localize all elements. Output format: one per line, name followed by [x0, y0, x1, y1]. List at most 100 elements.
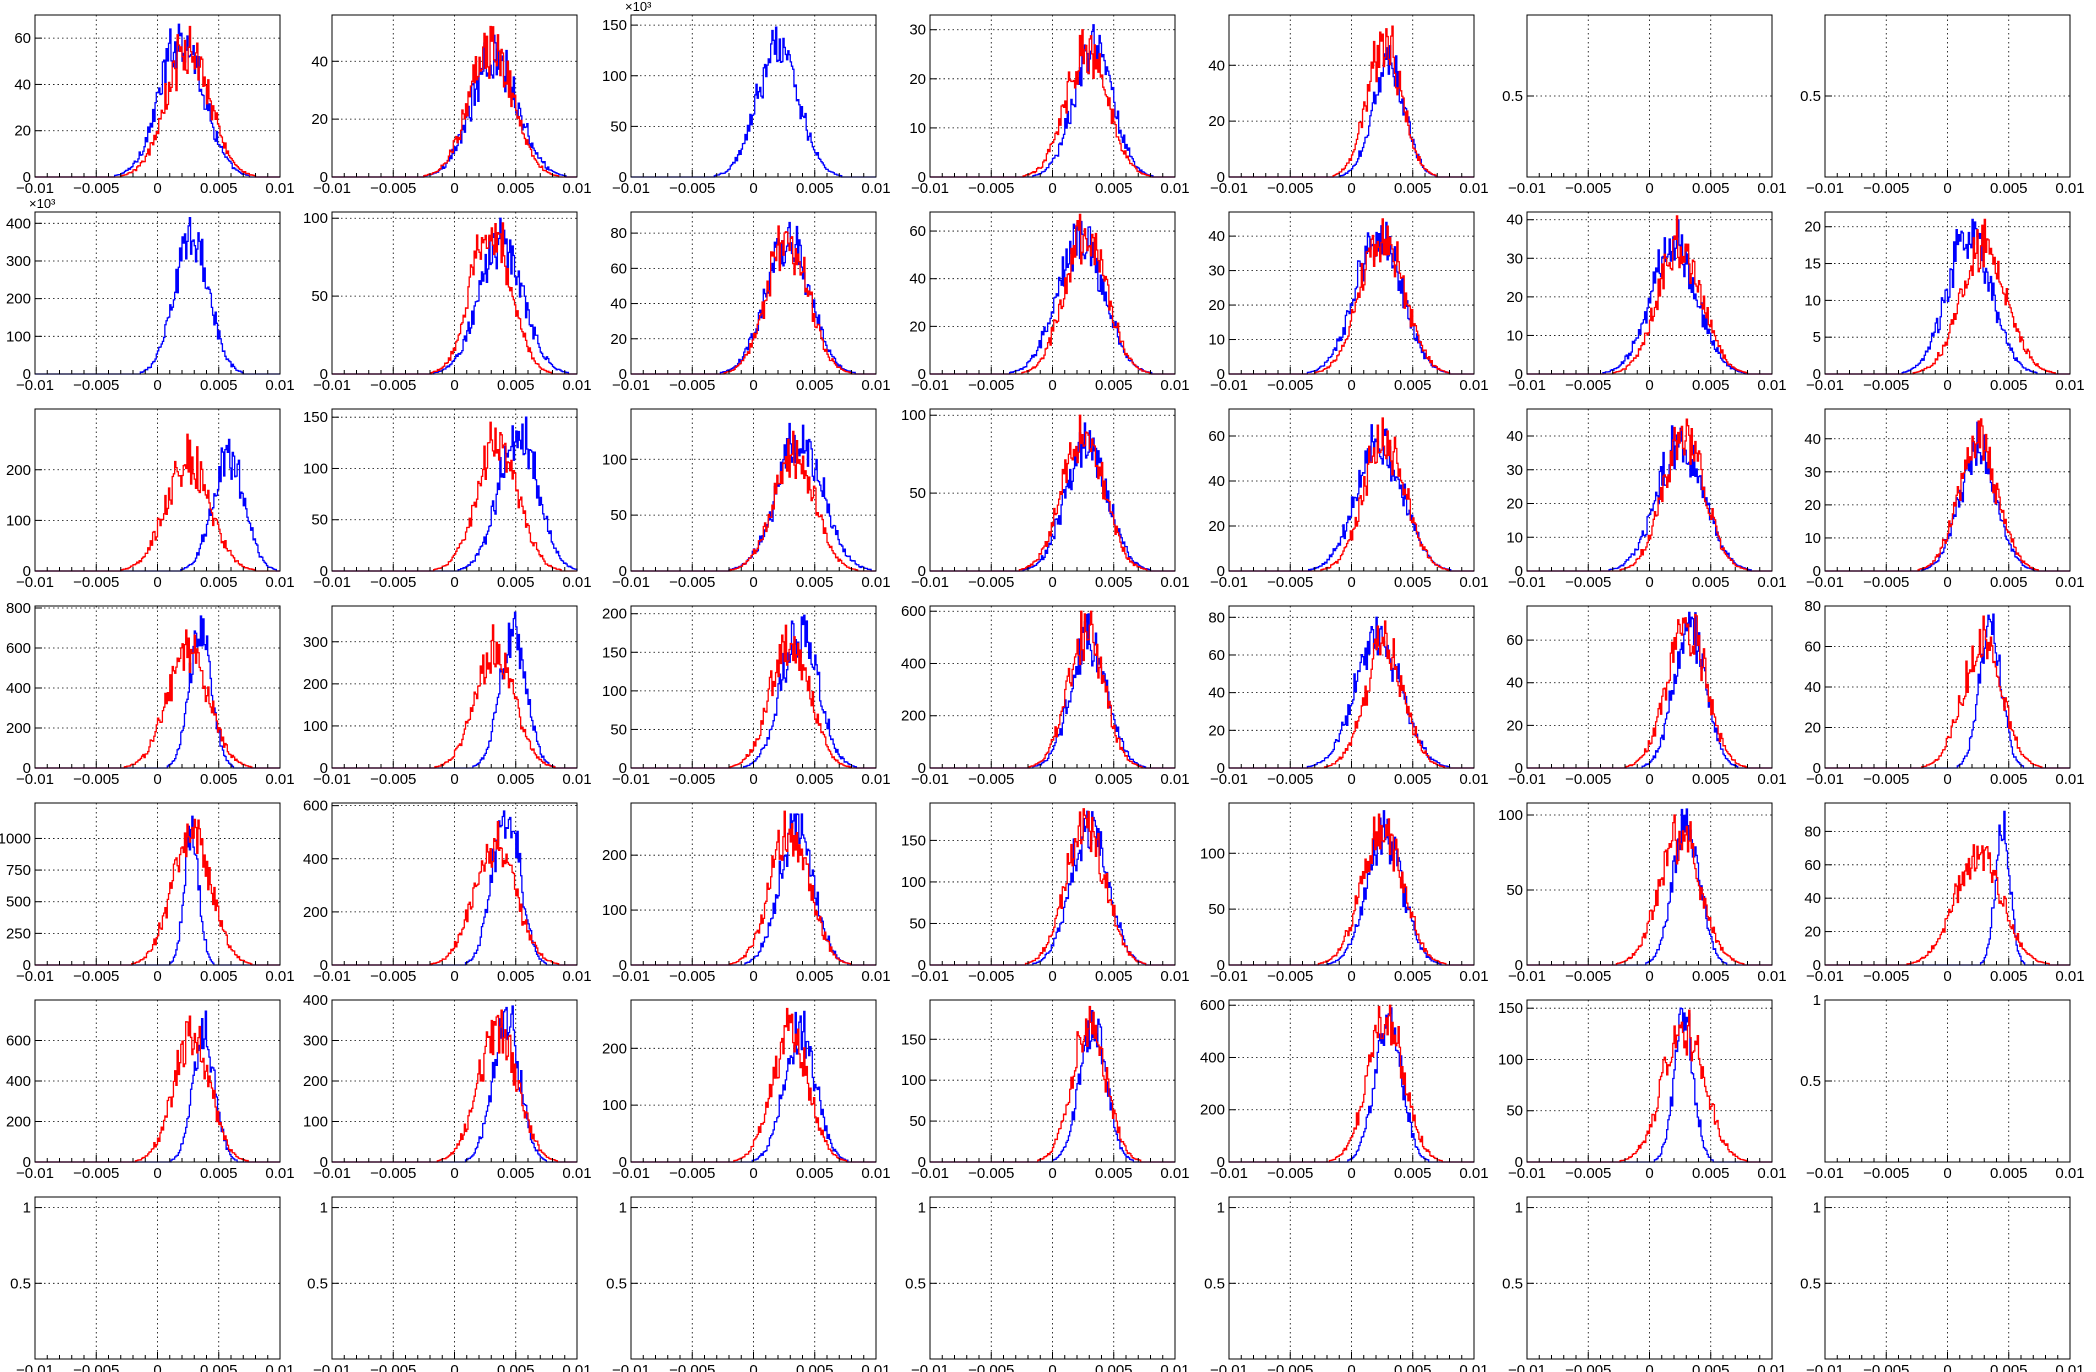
y-tick-label: 30: [1506, 250, 1523, 267]
x-tick-label: −0.005: [73, 180, 119, 197]
x-tick-label: 0.005: [1692, 377, 1730, 394]
x-tick-label: −0.01: [1210, 968, 1248, 985]
y-tick-label: 0.5: [606, 1275, 627, 1292]
panel-r4-c6: −0.01 −0.005 0 0.005 0.01 0 20 40 60 80: [1804, 802, 2085, 985]
y-tick-label: 600: [901, 603, 926, 620]
y-tick-label: 20: [610, 331, 627, 348]
y-tick-label: 50: [909, 1113, 926, 1130]
x-tick-label: −0.01: [1806, 377, 1844, 394]
x-tick-label: −0.005: [1267, 968, 1313, 985]
x-tick-label: 0: [450, 968, 458, 985]
x-tick-label: 0: [749, 1165, 757, 1182]
panel-r5-c5: −0.01 −0.005 0 0.005 0.01 0 50 100 150: [1498, 999, 1787, 1182]
panel-r0-c5: −0.01 −0.005 0 0.005 0.01 0.5: [1502, 14, 1787, 197]
x-tick-label: −0.01: [911, 377, 949, 394]
x-tick-label: 0.01: [861, 377, 890, 394]
y-tick-label: 50: [1208, 901, 1225, 918]
x-tick-label: 0.01: [265, 574, 294, 591]
y-tick-label: 40: [909, 271, 926, 288]
y-tick-label: 20: [14, 123, 31, 140]
panel-r4-c0: −0.01 −0.005 0 0.005 0.01 0 250 500 750 1000: [0, 802, 295, 985]
y-tick-label: 150: [303, 409, 328, 426]
x-tick-label: −0.01: [1508, 771, 1546, 788]
x-tick-label: 0.01: [861, 1165, 890, 1182]
panel-r2-c0: −0.01 −0.005 0 0.005 0.01 0 100 200: [6, 408, 295, 591]
x-tick-label: 0.01: [1757, 771, 1786, 788]
y-tick-label: 0.5: [1502, 1275, 1523, 1292]
y-tick-label: 40: [610, 296, 627, 313]
x-tick-label: −0.005: [669, 1165, 715, 1182]
x-tick-label: 0.005: [497, 771, 535, 788]
y-tick-label: 1000: [0, 830, 31, 847]
x-tick-label: −0.01: [1210, 771, 1248, 788]
x-tick-label: 0: [749, 968, 757, 985]
y-tick-label: 0: [619, 760, 627, 777]
x-tick-label: −0.005: [73, 771, 119, 788]
x-tick-label: −0.01: [911, 1362, 949, 1372]
panel-r4-c4: −0.01 −0.005 0 0.005 0.01 0 50 100: [1200, 802, 1489, 985]
y-tick-label: 0.5: [10, 1275, 31, 1292]
x-tick-label: 0: [153, 574, 161, 591]
panel-r5-c6: −0.01 −0.005 0 0.005 0.01 0.5 1: [1800, 992, 2084, 1182]
y-tick-label: 50: [1506, 1103, 1523, 1120]
y-tick-label: 0.5: [1204, 1275, 1225, 1292]
x-tick-label: −0.01: [1210, 574, 1248, 591]
y-tick-label: 600: [303, 798, 328, 815]
panel-r4-c3: −0.01 −0.005 0 0.005 0.01 0 50 100 150: [901, 802, 1190, 985]
y-tick-label: 600: [6, 640, 31, 657]
x-tick-label: 0.01: [1757, 180, 1786, 197]
x-tick-label: −0.01: [313, 377, 351, 394]
x-tick-label: 0.005: [1990, 771, 2028, 788]
y-tick-label: 0: [918, 169, 926, 186]
x-tick-label: 0: [450, 1165, 458, 1182]
x-tick-label: 0.005: [200, 1165, 238, 1182]
x-tick-label: −0.01: [1806, 574, 1844, 591]
x-tick-label: 0.01: [1757, 574, 1786, 591]
y-tick-label: 100: [6, 328, 31, 345]
y-tick-label: 20: [1804, 219, 1821, 236]
y-tick-label: 200: [602, 847, 627, 864]
x-tick-label: 0.005: [497, 1362, 535, 1372]
y-tick-label: 200: [6, 462, 31, 479]
panel-r1-c3: −0.01 −0.005 0 0.005 0.01 0 20 40 60: [909, 211, 1190, 394]
panel-r2-c6: −0.01 −0.005 0 0.005 0.01 0 10 20 30 40: [1804, 408, 2085, 591]
x-tick-label: −0.01: [1210, 377, 1248, 394]
x-tick-label: 0.005: [1692, 574, 1730, 591]
x-tick-label: 0: [749, 771, 757, 788]
x-tick-label: 0.005: [1692, 1362, 1730, 1372]
x-tick-label: 0.01: [562, 180, 591, 197]
x-tick-label: 0: [1943, 180, 1951, 197]
y-tick-label: 0: [1217, 760, 1225, 777]
x-tick-label: −0.01: [911, 180, 949, 197]
panel-r2-c3: −0.01 −0.005 0 0.005 0.01 0 50 100: [901, 407, 1190, 591]
y-tick-label: 50: [1506, 882, 1523, 899]
y-tick-label: 30: [1208, 263, 1225, 280]
y-tick-label: 0: [918, 1154, 926, 1171]
x-tick-label: 0: [1943, 1362, 1951, 1372]
y-tick-label: 20: [1506, 496, 1523, 513]
x-tick-label: 0.005: [1990, 574, 2028, 591]
x-tick-label: −0.005: [370, 377, 416, 394]
x-tick-label: 0: [1048, 574, 1056, 591]
x-tick-label: 0.01: [1757, 1165, 1786, 1182]
y-tick-label: 0: [918, 760, 926, 777]
panel-r2-c1: −0.01 −0.005 0 0.005 0.01 0 50 100 150: [303, 408, 592, 591]
x-tick-label: 0: [1048, 771, 1056, 788]
x-tick-label: 0.005: [1095, 771, 1133, 788]
x-tick-label: −0.01: [1806, 771, 1844, 788]
x-tick-label: −0.005: [73, 1362, 119, 1372]
y-tick-label: 150: [602, 644, 627, 661]
y-tick-label: 400: [303, 992, 328, 1009]
x-tick-label: 0.005: [1095, 574, 1133, 591]
x-tick-label: −0.01: [1806, 180, 1844, 197]
x-tick-label: 0: [450, 1362, 458, 1372]
y-tick-label: 60: [1804, 857, 1821, 874]
y-tick-label: 40: [1506, 212, 1523, 229]
y-tick-label: 0: [23, 563, 31, 580]
y-tick-label: 40: [1804, 679, 1821, 696]
y-tick-label: 100: [1498, 1051, 1523, 1068]
y-tick-label: 0: [1813, 957, 1821, 974]
y-tick-label: 50: [311, 288, 328, 305]
panel-r3-c0: −0.01 −0.005 0 0.005 0.01 0 200 400 600 800: [6, 600, 295, 788]
